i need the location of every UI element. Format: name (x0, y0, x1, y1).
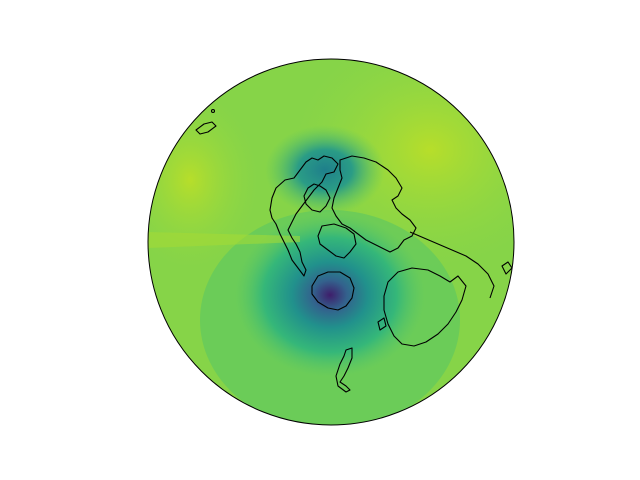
coastline-tasmania (377, 317, 387, 331)
streak-band (148, 232, 300, 248)
coastline-island-dot (210, 108, 216, 114)
low-field-north (265, 125, 385, 215)
coastline-north-america (269, 155, 339, 277)
globe-outline (147, 58, 515, 426)
coastline-antarctica (311, 271, 355, 311)
coastline-australia (383, 267, 467, 347)
coastline-new-zealand (335, 347, 353, 393)
coastline-indonesia-arc (409, 231, 495, 299)
globe (148, 59, 514, 425)
coastlines (195, 108, 513, 393)
coastline-eurasia (331, 155, 417, 253)
coastline-africa (317, 223, 357, 259)
coastline-greenland-arctic (303, 183, 331, 213)
coastline-islands-north (195, 121, 217, 135)
low-field-south (235, 213, 425, 377)
